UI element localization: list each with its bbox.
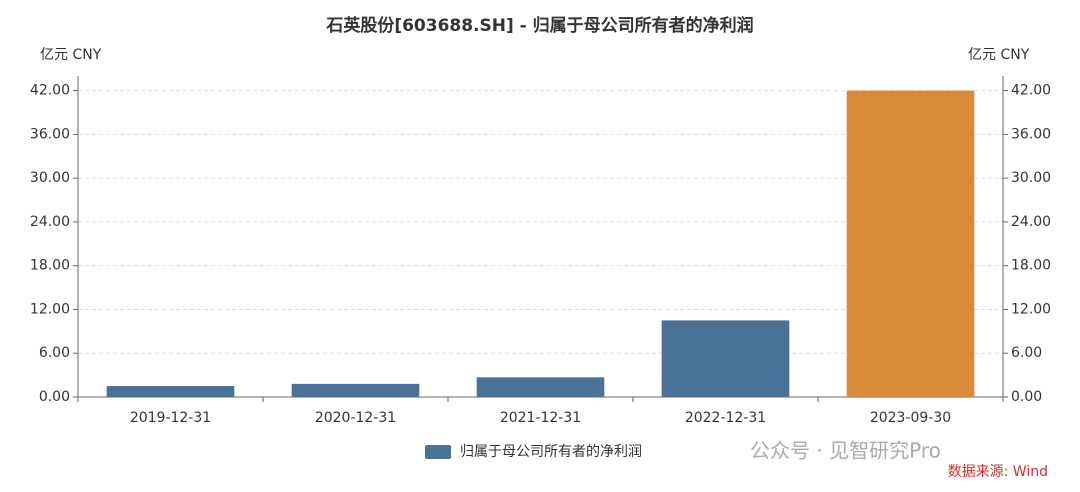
y2-tick-label: 12.00 [1011,301,1051,317]
y-tick-label: 12.00 [30,301,70,317]
bar [661,320,790,397]
y-tick-label: 0.00 [39,389,70,405]
y2-tick-label: 0.00 [1011,389,1042,405]
y2-tick-label: 6.00 [1011,345,1042,361]
chart-title: 石英股份[603688.SH] - 归属于母公司所有者的净利润 [325,15,753,36]
y2-tick-label: 18.00 [1011,258,1051,274]
y-tick-label: 36.00 [30,126,70,142]
y-unit-left: 亿元 CNY [40,47,102,63]
watermark: 公众号 · 见智研究Pro [750,439,941,463]
x-tick-label: 2020-12-31 [315,410,396,426]
x-tick-label: 2022-12-31 [685,410,766,426]
y2-tick-label: 24.00 [1011,214,1051,230]
y-tick-label: 42.00 [30,83,70,99]
x-tick-label: 2023-09-30 [870,410,951,426]
legend-swatch [425,445,451,459]
y-tick-label: 18.00 [30,258,70,274]
bar [291,383,420,397]
legend-label: 归属于母公司所有者的净利润 [460,443,642,460]
y2-tick-label: 30.00 [1011,170,1051,186]
y2-tick-label: 36.00 [1011,126,1051,142]
y2-tick-label: 42.00 [1011,83,1051,99]
bar [846,90,975,397]
bar [476,377,605,397]
y-tick-label: 6.00 [39,345,70,361]
x-tick-label: 2021-12-31 [500,410,581,426]
y-tick-label: 24.00 [30,214,70,230]
y-unit-right: 亿元 CNY [968,47,1030,63]
y-tick-label: 30.00 [30,170,70,186]
source: 数据来源: Wind [948,464,1048,480]
x-tick-label: 2019-12-31 [130,410,211,426]
bar [106,386,235,397]
